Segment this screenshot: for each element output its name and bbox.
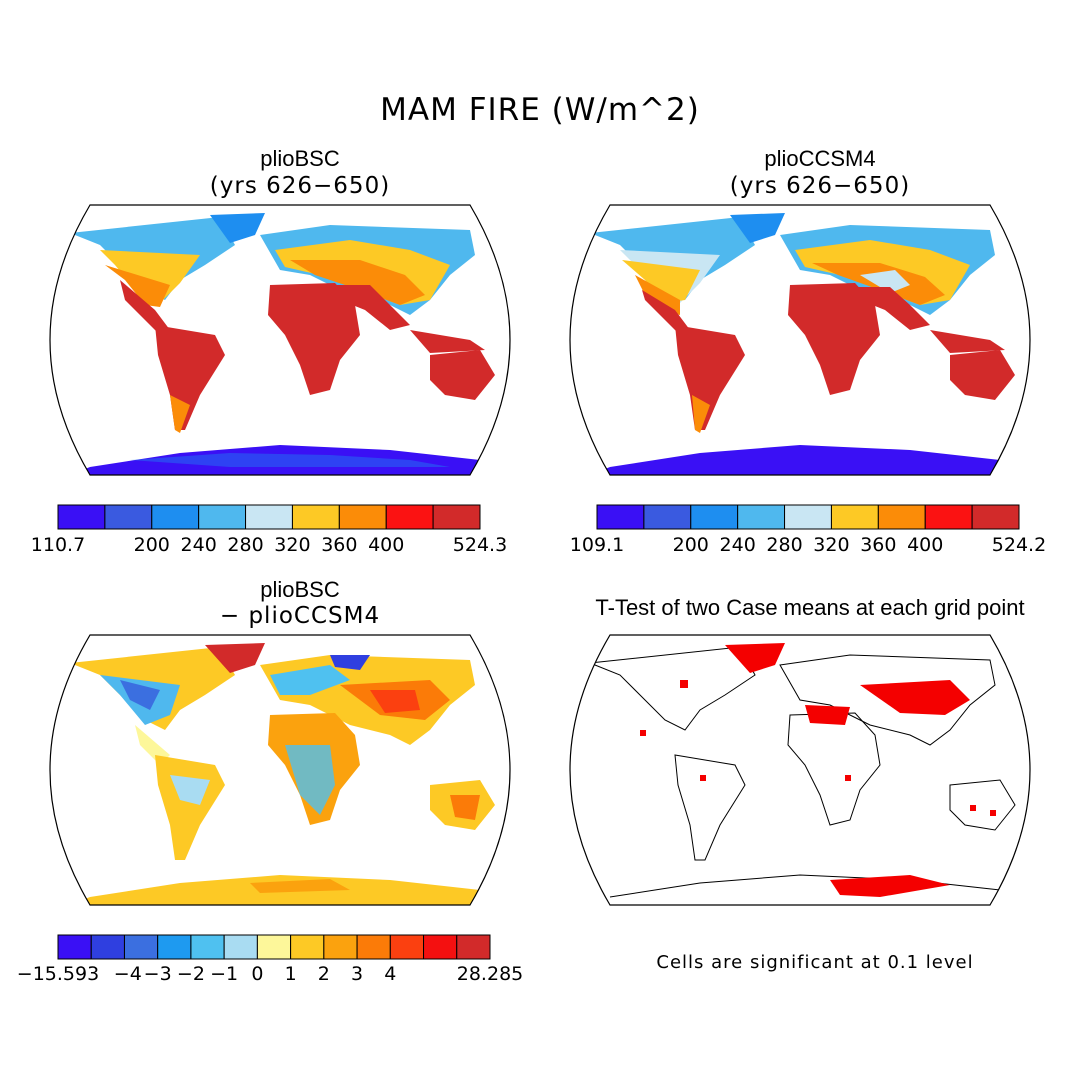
colorbar-bsc-box [57, 504, 106, 530]
greenland [730, 213, 785, 243]
colorbar-bsc-label: 240 [180, 534, 217, 556]
colorbar-bsc [57, 504, 481, 530]
colorbar-diff-box [456, 934, 491, 960]
colorbar-ccsm-label: 240 [719, 534, 756, 556]
colorbar-bsc-label: 400 [368, 534, 405, 556]
colorbar-bsc-box [151, 504, 200, 530]
africa [268, 283, 360, 395]
panel-diff-subtitle: − plioCCSM4 [219, 603, 381, 629]
panel-bsc-title: plioBSC [260, 146, 340, 171]
map-diff [49, 634, 511, 906]
panel-ccsm-subtitle: (yrs 626−650) [729, 173, 911, 199]
colorbar-ccsm-box [924, 504, 973, 530]
panel-ccsm-title: plioCCSM4 [764, 146, 876, 171]
colorbar-ccsm-label: 200 [672, 534, 709, 556]
colorbar-ccsm-box [784, 504, 832, 530]
africa-outline [787, 712, 881, 826]
colorbar-diff-label: −1 [210, 963, 239, 985]
colorbar-ccsm [596, 504, 1020, 530]
colorbar-diff-box [57, 934, 92, 960]
colorbar-diff-box [256, 934, 292, 960]
colorbar-ccsm-label: 524.2 [991, 534, 1047, 556]
greenland-sig [725, 643, 785, 673]
africa [788, 283, 880, 395]
colorbar-ccsm-label: 360 [860, 534, 897, 556]
panel-diff-title: plioBSC [260, 577, 340, 602]
colorbar-bsc-box [245, 504, 293, 530]
colorbar-diff-box [123, 934, 159, 960]
map-ccsm [569, 204, 1031, 476]
eurasia-outline [779, 654, 996, 746]
colorbar-bsc-box [432, 504, 481, 530]
colorbar-bsc-box [104, 504, 153, 530]
colorbar-diff-box [90, 934, 125, 960]
colorbar-diff-label: 1 [284, 963, 297, 985]
colorbar-diff-label: −3 [143, 963, 172, 985]
colorbar-ccsm-box [971, 504, 1020, 530]
colorbar-bsc-box [198, 504, 247, 530]
antarctica-sig [830, 875, 950, 897]
colorbar-bsc-label: 524.3 [452, 534, 508, 556]
panel-ttest-title: T-Test of two Case means at each grid po… [595, 595, 1025, 620]
colorbar-ccsm-label: 280 [766, 534, 803, 556]
colorbar-diff-box [190, 934, 225, 960]
colorbar-bsc-label: 110.7 [30, 534, 86, 556]
colorbar-ccsm-label: 320 [813, 534, 850, 556]
colorbar-ccsm-label: 109.1 [569, 534, 625, 556]
australia-outline [949, 779, 1016, 831]
colorbar-ccsm-box [877, 504, 926, 530]
colorbar-ccsm-labels: 109.1 200 240 280 320 360 400 524.2 [570, 534, 1046, 558]
colorbar-diff-label: −2 [176, 963, 205, 985]
colorbar-diff-label: 28.285 [456, 963, 524, 985]
colorbar-bsc-label: 360 [321, 534, 358, 556]
australia [430, 350, 495, 400]
map-ttest [569, 634, 1031, 906]
colorbar-bsc-box [338, 504, 387, 530]
south-america [675, 325, 745, 430]
australia [950, 350, 1015, 400]
colorbar-bsc-box [291, 504, 340, 530]
figure-title: MAM FIRE (W/m^2) [380, 92, 700, 128]
colorbar-ccsm-box [737, 504, 786, 530]
map-bsc [49, 204, 511, 476]
colorbar-diff-box [290, 934, 325, 960]
colorbar-diff [57, 934, 491, 960]
colorbar-diff-box [157, 934, 192, 960]
colorbar-ccsm-label: 400 [907, 534, 944, 556]
colorbar-bsc-label: 280 [227, 534, 264, 556]
colorbar-diff-box [323, 934, 358, 960]
colorbar-ccsm-box [830, 504, 879, 530]
colorbar-bsc-label: 200 [133, 534, 170, 556]
colorbar-diff-label: −15.593 [16, 963, 100, 985]
ttest-note: Cells are significant at 0.1 level [656, 952, 974, 973]
colorbar-ccsm-box [690, 504, 739, 530]
colorbar-diff-label: 0 [251, 963, 264, 985]
colorbar-diff-label: 3 [351, 963, 364, 985]
colorbar-bsc-labels: 110.7 200 240 280 320 360 400 524.3 [31, 534, 507, 558]
greenland [205, 643, 265, 673]
colorbar-bsc-box [385, 504, 434, 530]
south-america-outline [674, 754, 746, 861]
colorbar-diff-box [423, 934, 458, 960]
panel-bsc-subtitle: (yrs 626−650) [209, 173, 391, 199]
colorbar-bsc-label: 320 [274, 534, 311, 556]
colorbar-diff-box [223, 934, 258, 960]
antarctica [70, 445, 500, 475]
colorbar-diff-label: 2 [317, 963, 330, 985]
colorbar-diff-labels: −15.593 −4 −3 −2 −1 0 1 2 3 4 28.285 [17, 963, 523, 987]
colorbar-diff-box [389, 934, 425, 960]
colorbar-diff-label: 4 [384, 963, 397, 985]
antarctica [590, 445, 1020, 475]
asia-sig [860, 680, 970, 715]
colorbar-ccsm-box [596, 504, 645, 530]
greenland [210, 213, 265, 243]
colorbar-diff-label: −4 [113, 963, 142, 985]
colorbar-diff-box [356, 934, 391, 960]
colorbar-ccsm-box [643, 504, 692, 530]
